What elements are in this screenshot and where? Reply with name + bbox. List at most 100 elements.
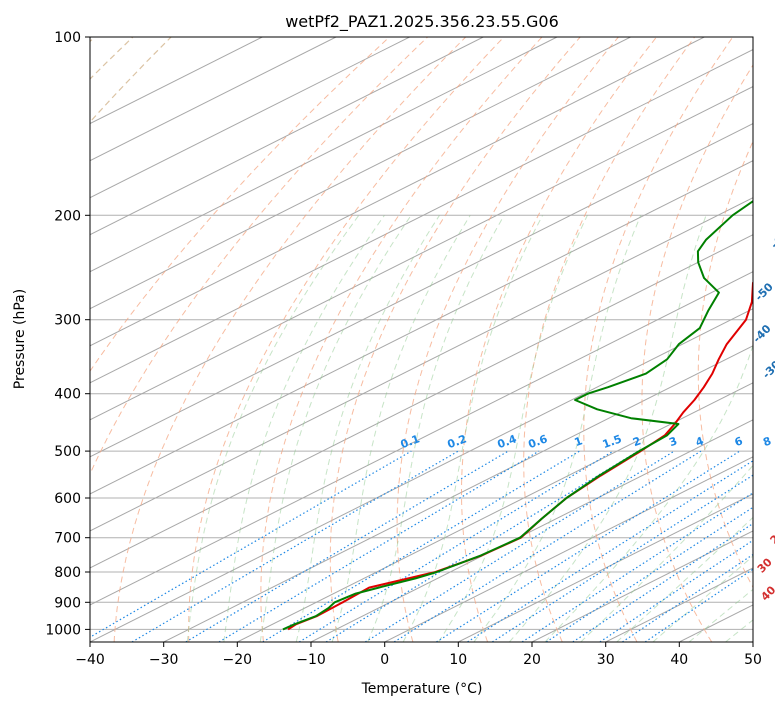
moist-adiabat [473, 215, 642, 642]
moist-adiabat [295, 215, 440, 642]
isotherm [90, 86, 753, 421]
y-axis: 100 200 300 400 500 600 700 800 900 1000 [45, 30, 90, 638]
moist-adiabat [580, 464, 753, 642]
moist-adiabat [367, 215, 505, 642]
y-tick-label: 900 [54, 595, 81, 611]
y-tick-label: 1000 [45, 622, 81, 638]
mixing-ratio-label: 3 [667, 434, 679, 449]
x-tick-label: 0 [380, 652, 389, 668]
dry-adiabat [461, 37, 657, 642]
moist-adiabat [402, 215, 544, 642]
isotherm [384, 456, 753, 642]
mixing-ratio-label: 0.6 [526, 432, 549, 451]
dry-adiabat [329, 37, 581, 642]
y-tick-label: 800 [54, 565, 81, 581]
mixing-ratio-line [436, 450, 741, 642]
dry-adiabat [260, 37, 543, 642]
mixing-ratio-line [467, 460, 753, 642]
mixing-ratio-line [644, 568, 753, 642]
isotherm [90, 37, 558, 273]
x-tick-label: 50 [744, 652, 762, 668]
adiabat-label: -30 [760, 358, 775, 381]
dewpoint-line [282, 199, 753, 631]
mixing-ratio-label: 1 [573, 434, 585, 449]
moist-adiabat [438, 215, 588, 642]
x-tick-label: −10 [296, 652, 326, 668]
mixing-ratio-label: 0.2 [446, 432, 469, 451]
x-tick-label: 10 [449, 652, 467, 668]
isotherm [90, 49, 753, 384]
isotherm [90, 160, 753, 495]
mixing-ratio-label: 8 [761, 434, 773, 449]
mixing-ratio-line [393, 450, 702, 642]
isotherm [90, 37, 631, 310]
dry-adiabat [641, 64, 753, 642]
dry-adiabat [396, 37, 619, 642]
isotherm [237, 382, 753, 642]
isotherm [90, 197, 753, 532]
moist-adiabat [508, 215, 707, 642]
y-tick-label: 100 [54, 30, 81, 46]
mixing-ratio-label: 2 [631, 434, 643, 449]
mixing-ratio-line [218, 450, 540, 642]
mixing-ratio-label: 0.4 [496, 432, 519, 451]
x-tick-label: 20 [523, 652, 541, 668]
isotherm [90, 37, 337, 162]
mixing-ratio-line [325, 450, 639, 642]
dry-adiabat [90, 37, 428, 476]
isotherm [90, 37, 705, 347]
mixing-ratio-line [545, 506, 753, 642]
x-tick-label: −30 [149, 652, 179, 668]
isotherm [163, 345, 753, 642]
isotherm [531, 530, 753, 642]
isotherm [90, 308, 753, 642]
x-axis-label: Temperature (°C) [361, 681, 483, 697]
isotherm [90, 234, 753, 569]
mixing-ratio-line [364, 450, 675, 642]
line-labels: 0.10.20.40.611.52346810131620253036-100-… [399, 228, 775, 604]
dry-adiabat [523, 37, 696, 642]
adiabat-label: -50 [753, 280, 775, 303]
y-tick-label: 400 [54, 387, 81, 403]
y-tick-label: 200 [54, 208, 81, 224]
profile-lines [282, 199, 753, 631]
dry-adiabat [583, 37, 734, 642]
isotherm [458, 493, 753, 642]
mixing-ratio-line [298, 450, 614, 642]
background-lines [90, 37, 753, 642]
isotherm [90, 37, 484, 236]
mixing-ratio-label: 6 [733, 434, 745, 449]
x-tick-label: −40 [75, 652, 105, 668]
moist-adiabat [186, 215, 360, 642]
isotherm [90, 271, 753, 606]
y-tick-label: 300 [54, 313, 81, 329]
mixing-ratio-label: 1.5 [601, 432, 624, 451]
moist-adiabat [616, 516, 753, 642]
adiabat-label: -40 [750, 322, 773, 345]
mixing-ratio-label: 0.1 [399, 432, 422, 451]
chart-title: wetPf2_PAZ1.2025.356.23.55.G06 [285, 12, 559, 32]
dry-adiabat [188, 37, 505, 642]
mixing-ratio-line [622, 553, 753, 642]
y-tick-label: 500 [54, 444, 81, 460]
mixing-ratio-line [491, 474, 753, 642]
moist-adiabat [259, 215, 412, 642]
adiabat-label: 40 [758, 583, 775, 603]
isotherm [90, 123, 753, 458]
moist-adiabat [223, 215, 385, 642]
isotherm [90, 37, 410, 199]
dry-adiabat [113, 37, 467, 642]
isotherm [605, 567, 753, 642]
mixing-ratio-line [185, 450, 509, 642]
isotherm [310, 419, 753, 642]
plot-frame [89, 36, 754, 643]
mixing-ratio-label: 4 [694, 434, 706, 449]
adiabat-label: 20 [768, 527, 775, 547]
mixing-ratio-line [262, 450, 580, 642]
mixing-ratio-line [599, 539, 753, 642]
adiabat-label: -60 [768, 228, 775, 251]
x-tick-label: 40 [670, 652, 688, 668]
isotherm [90, 37, 263, 125]
mixing-ratio-line [90, 450, 412, 638]
y-axis-label: Pressure (hPa) [12, 289, 28, 389]
